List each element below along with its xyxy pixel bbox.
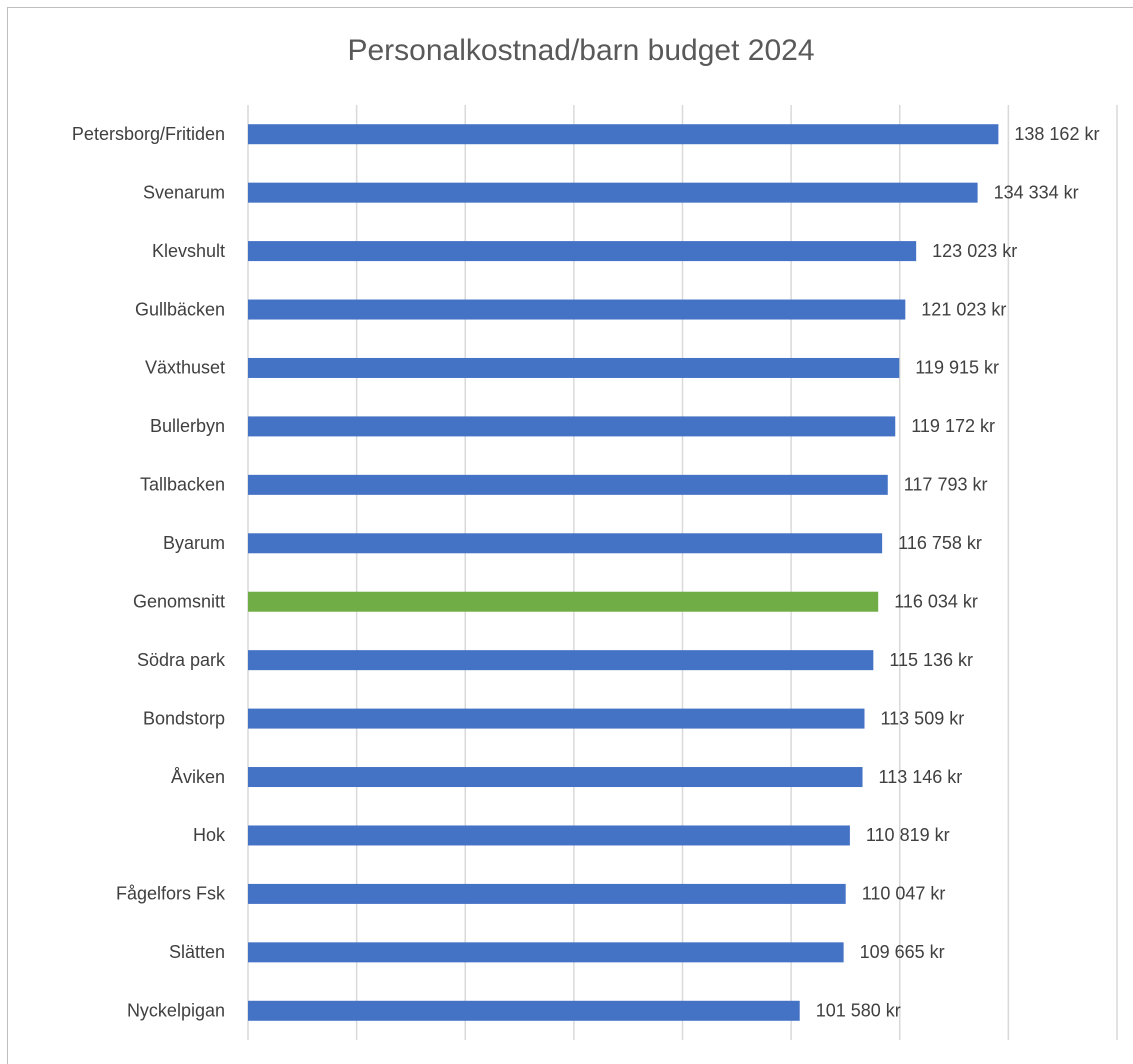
y-tick-label: Hok: [193, 825, 226, 845]
bar: [248, 357, 900, 378]
bar: [248, 182, 978, 203]
bar: [248, 650, 874, 671]
y-tick-label: Åviken: [171, 767, 225, 787]
value-label: 113 146 kr: [879, 767, 963, 787]
y-tick-label: Byarum: [163, 533, 225, 553]
value-label: 101 580 kr: [816, 1001, 901, 1021]
y-tick-label: Slätten: [169, 942, 225, 962]
y-tick-label: Svenarum: [143, 182, 225, 202]
value-label: 116 758 kr: [898, 533, 982, 553]
value-label: 110 047 kr: [862, 884, 946, 904]
value-label: 116 034 kr: [894, 591, 978, 611]
y-tick-label: Södra park: [137, 650, 226, 670]
bar: [248, 124, 999, 145]
y-tick-label: Petersborg/Fritiden: [72, 124, 225, 144]
value-label: 110 819 kr: [866, 825, 950, 845]
bar: [248, 942, 844, 963]
y-tick-label: Gullbäcken: [135, 299, 225, 319]
bar: [248, 416, 896, 437]
value-label: 121 023 kr: [921, 299, 1006, 319]
value-label: 109 665 kr: [860, 942, 945, 962]
value-label: 119 172 kr: [911, 416, 995, 436]
chart-title: Personalkostnad/barn budget 2024: [347, 34, 814, 67]
y-tick-label: Bondstorp: [143, 708, 225, 728]
value-label: 117 793 kr: [904, 475, 988, 495]
bar: [248, 533, 883, 554]
y-tick-label: Växthuset: [145, 358, 225, 378]
y-tick-label: Tallbacken: [140, 475, 225, 495]
value-label: 134 334 kr: [994, 182, 1079, 202]
bar: [248, 474, 888, 495]
y-tick-label: Klevshult: [152, 241, 225, 261]
value-label: 138 162 kr: [1014, 124, 1099, 144]
bar: [248, 1000, 800, 1021]
value-label: 115 136 kr: [889, 650, 973, 670]
value-label: 113 509 kr: [880, 708, 964, 728]
bar: [248, 591, 879, 612]
y-tick-label: Bullerbyn: [150, 416, 225, 436]
bar: [248, 825, 850, 846]
value-label: 119 915 kr: [915, 358, 999, 378]
bar: [248, 241, 917, 262]
y-tick-label: Nyckelpigan: [127, 1001, 225, 1021]
y-tick-label: Genomsnitt: [133, 591, 225, 611]
y-tick-label: Fågelfors Fsk: [116, 884, 226, 904]
value-label: 123 023 kr: [932, 241, 1017, 261]
bar: [248, 708, 865, 729]
bar: [248, 767, 863, 788]
bar: [248, 883, 846, 904]
bar: [248, 299, 906, 320]
